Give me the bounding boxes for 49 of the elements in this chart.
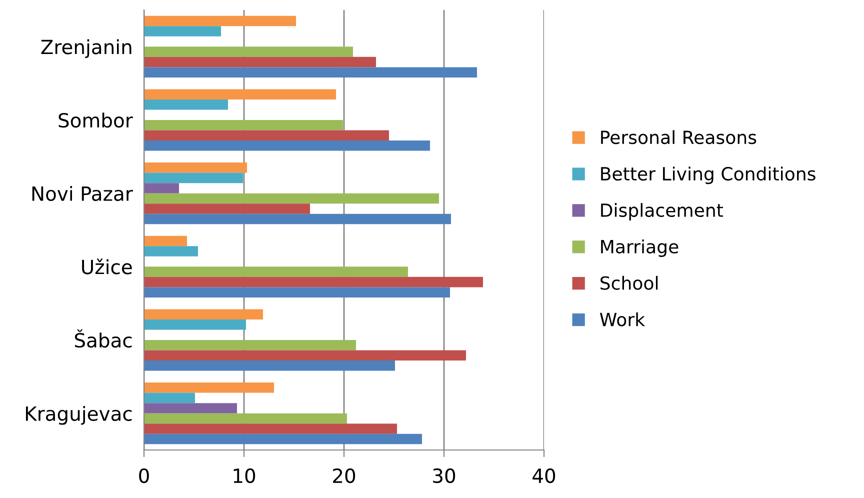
bar xyxy=(144,67,477,78)
bar xyxy=(144,26,221,36)
x-tick-label: 30 xyxy=(433,468,456,484)
bar xyxy=(144,162,247,173)
bar xyxy=(144,16,296,26)
y-tick-label: Kragujevac xyxy=(26,406,132,425)
bar xyxy=(144,350,466,361)
bar xyxy=(144,276,483,288)
bar xyxy=(144,340,356,350)
bar xyxy=(144,193,439,204)
bar xyxy=(144,434,422,444)
bar xyxy=(144,204,310,214)
x-tick-label: 0 xyxy=(139,468,149,484)
legend-label: Displacement xyxy=(601,203,724,221)
bar xyxy=(144,214,451,224)
bar xyxy=(144,319,246,330)
bar xyxy=(144,120,343,130)
y-tick-label: Sombor xyxy=(58,112,133,128)
bar xyxy=(144,266,408,277)
y-tick-label: Novi Pazar xyxy=(32,186,133,201)
bar xyxy=(144,130,389,141)
bar xyxy=(144,46,353,57)
bar xyxy=(144,183,179,194)
bar xyxy=(144,413,347,424)
x-tick-label: 40 xyxy=(532,468,556,484)
bar xyxy=(144,360,395,371)
bar xyxy=(144,99,228,110)
bar xyxy=(144,140,430,151)
y-tick-label: Užice xyxy=(82,258,132,274)
legend-label: Marriage xyxy=(601,239,678,257)
legend-label: Better Living Conditions xyxy=(601,166,816,184)
bar xyxy=(144,56,376,68)
legend-label: Work xyxy=(600,312,645,326)
bar xyxy=(144,287,450,298)
bar xyxy=(144,382,274,393)
y-tick-label: Šabac xyxy=(74,329,132,348)
bar xyxy=(144,392,195,404)
legend-label: Personal Reasons xyxy=(601,130,756,144)
bar xyxy=(144,424,397,434)
bar xyxy=(144,309,263,320)
x-tick-label: 20 xyxy=(333,468,356,484)
x-tick-label: 10 xyxy=(234,468,256,484)
bar xyxy=(144,172,243,184)
y-tick-label: Zrenjanin xyxy=(41,39,132,58)
legend-label: School xyxy=(600,276,658,290)
bar xyxy=(144,236,187,246)
bar xyxy=(144,403,237,414)
bar xyxy=(144,246,198,256)
bar xyxy=(144,89,336,100)
